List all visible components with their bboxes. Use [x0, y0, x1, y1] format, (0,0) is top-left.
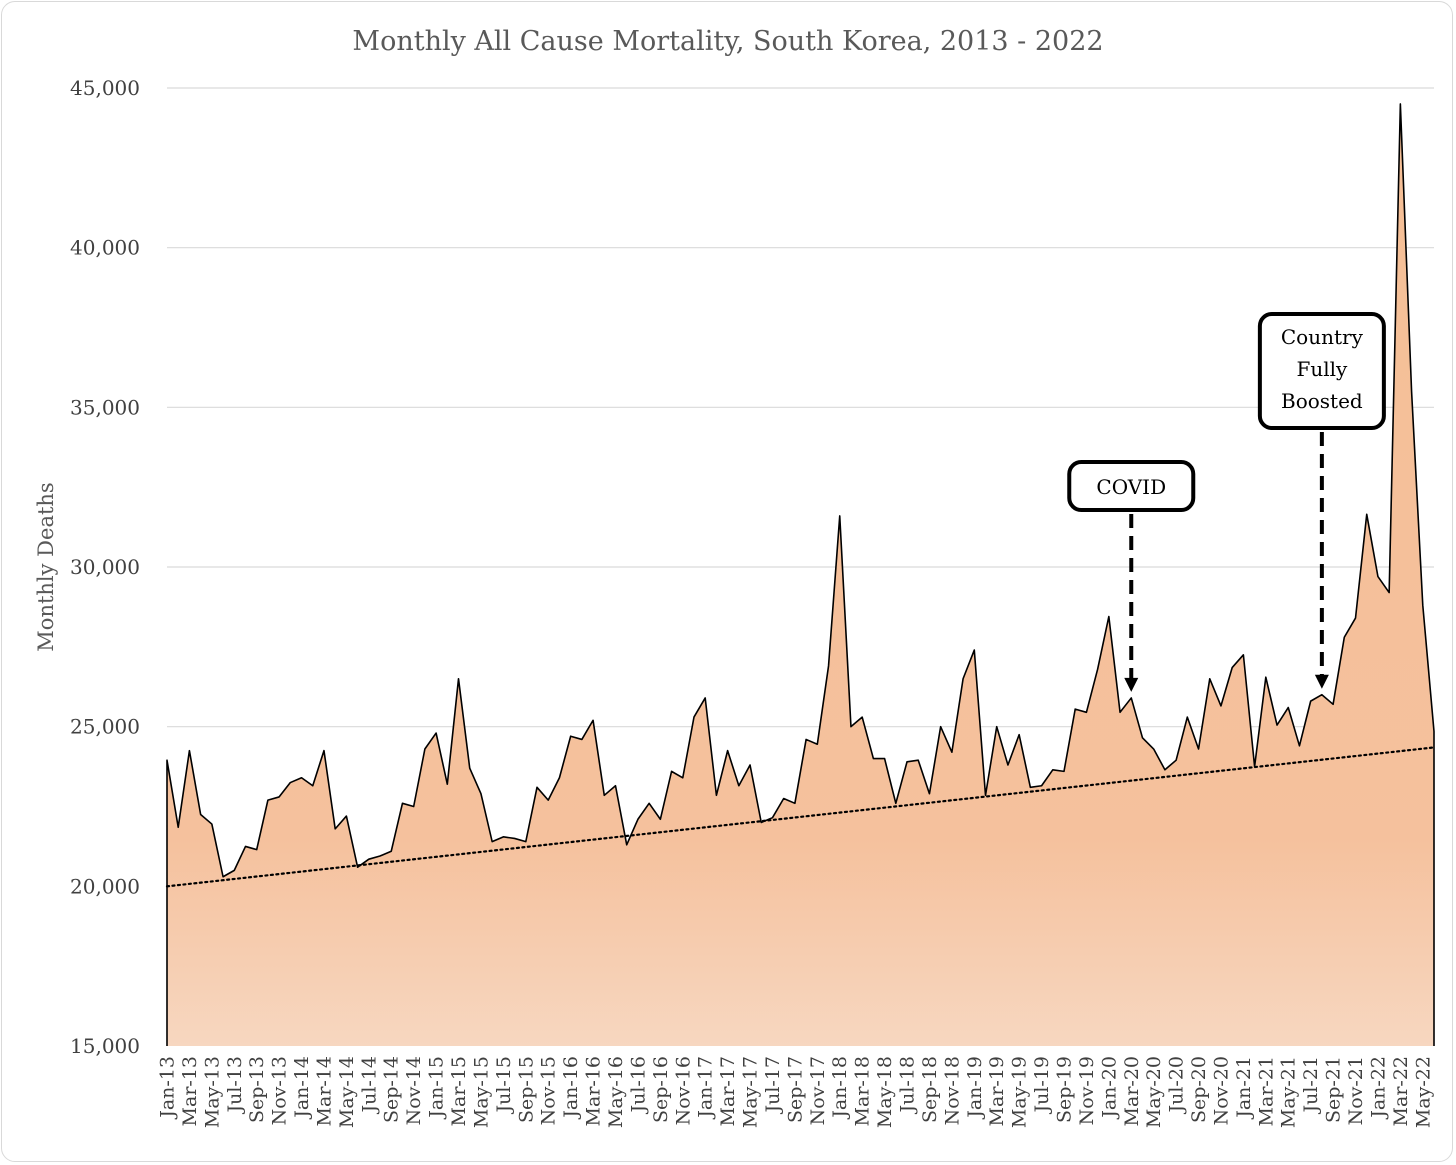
- x-tick-label: May-20: [1143, 1056, 1165, 1128]
- x-tick-label: May-13: [201, 1056, 223, 1128]
- annotation-text: Boosted: [1281, 389, 1363, 413]
- x-tick-label: May-17: [740, 1056, 762, 1128]
- x-tick-label: Jan-20: [1098, 1056, 1120, 1120]
- x-tick-label: Sep-21: [1323, 1056, 1345, 1123]
- series-line: [166, 103, 1435, 1046]
- annotation-text: Country: [1281, 325, 1364, 349]
- x-tick-label: Jan-19: [964, 1056, 986, 1120]
- x-tick-label: Jul-20: [1166, 1056, 1188, 1115]
- x-tick-label: Mar-14: [313, 1056, 335, 1126]
- y-tick-labels: 15,000 20,000 25,000 30,000 35,000 40,000 45,0…: [70, 76, 140, 1058]
- x-tick-label: Jul-14: [358, 1056, 380, 1115]
- annotation-arrow-head: [1124, 677, 1139, 692]
- x-tick-label: Jan-16: [560, 1056, 582, 1120]
- x-tick-label: Jan-18: [829, 1056, 851, 1120]
- x-tick-label: Jan-22: [1367, 1056, 1389, 1120]
- annotation-1: COVID: [1067, 460, 1196, 692]
- x-tick-label: Jan-17: [695, 1056, 717, 1120]
- x-tick-label: Jan-13: [157, 1056, 179, 1120]
- x-tick-label: Mar-13: [179, 1056, 201, 1126]
- x-tick-label: Sep-16: [650, 1056, 672, 1123]
- y-tick-label: 40,000: [70, 236, 140, 260]
- x-tick-label: Jul-16: [627, 1056, 649, 1115]
- x-tick-label: Nov-14: [403, 1056, 425, 1125]
- x-tick-label: May-16: [605, 1056, 627, 1128]
- x-tick-label: Nov-15: [538, 1056, 560, 1125]
- annotation-arrow-head: [1314, 674, 1329, 689]
- annotation-text: COVID: [1096, 475, 1166, 499]
- x-tick-label: Sep-19: [1053, 1056, 1075, 1123]
- x-tick-label: Mar-21: [1255, 1056, 1277, 1126]
- annotation-box: [1067, 460, 1196, 512]
- x-tick-label: Nov-13: [269, 1056, 291, 1125]
- area-fill: [167, 103, 1434, 1047]
- x-tick-label: Mar-20: [1121, 1056, 1143, 1126]
- y-axis-label: Monthly Deaths: [34, 482, 58, 651]
- x-tick-label: Sep-15: [515, 1056, 537, 1123]
- x-tick-label: Jul-15: [493, 1056, 515, 1115]
- x-tick-label: Mar-15: [448, 1056, 470, 1126]
- annotation-text: Fully: [1296, 357, 1348, 381]
- x-tick-label: May-18: [874, 1056, 896, 1128]
- trendline-line: [165, 746, 1436, 888]
- y-tick-label: 20,000: [70, 874, 140, 898]
- x-tick-label: Jul-17: [762, 1056, 784, 1115]
- y-tick-label: 35,000: [70, 395, 140, 419]
- x-tick-label: Jul-13: [224, 1056, 246, 1115]
- x-tick-label: May-19: [1009, 1056, 1031, 1128]
- x-tick-label: Jan-15: [426, 1056, 448, 1120]
- x-tick-label: Jan-21: [1233, 1056, 1255, 1120]
- x-tick-label: Jul-19: [1031, 1056, 1053, 1115]
- x-tick-label: Nov-17: [807, 1056, 829, 1125]
- area-series: [166, 103, 1435, 1047]
- annotations: COVID Country Fully Boosted: [1067, 312, 1386, 692]
- x-tick-labels: Jan-13 Mar-13 May-13 Jul-13 Sep-13 Nov-13 Jan-…: [157, 1056, 1435, 1128]
- x-tick-label: Sep-17: [784, 1056, 806, 1123]
- x-tick-label: May-22: [1412, 1056, 1434, 1128]
- x-tick-label: Jul-21: [1300, 1056, 1322, 1115]
- x-tick-label: Nov-18: [941, 1056, 963, 1125]
- x-tick-label: Nov-21: [1345, 1056, 1367, 1125]
- x-tick-label: Sep-13: [246, 1056, 268, 1123]
- x-tick-label: Jan-14: [291, 1056, 313, 1120]
- x-tick-label: May-14: [336, 1056, 358, 1128]
- x-tick-label: May-15: [470, 1056, 492, 1128]
- y-tick-label: 30,000: [70, 555, 140, 579]
- x-tick-label: Sep-18: [919, 1056, 941, 1123]
- x-tick-label: May-21: [1278, 1056, 1300, 1128]
- x-tick-label: Sep-14: [381, 1056, 403, 1123]
- x-tick-label: Jul-18: [897, 1056, 919, 1115]
- x-tick-label: Nov-16: [672, 1056, 694, 1125]
- x-tick-label: Sep-20: [1188, 1056, 1210, 1123]
- y-tick-label: 45,000: [70, 76, 140, 100]
- x-tick-label: Mar-16: [583, 1056, 605, 1126]
- chart-title: Monthly All Cause Mortality, South Korea…: [352, 26, 1103, 57]
- x-tick-label: Mar-22: [1390, 1056, 1412, 1126]
- x-tick-label: Mar-17: [717, 1056, 739, 1126]
- trendline: [165, 746, 1436, 888]
- annotation-box: [1257, 312, 1386, 430]
- x-tick-label: Mar-18: [852, 1056, 874, 1126]
- x-tick-label: Nov-20: [1210, 1056, 1232, 1125]
- y-tick-label: 15,000: [70, 1034, 140, 1058]
- y-tick-label: 25,000: [70, 715, 140, 739]
- x-tick-label: Nov-19: [1076, 1056, 1098, 1125]
- annotation-2: Country Fully Boosted: [1257, 312, 1386, 689]
- x-tick-label: Mar-19: [986, 1056, 1008, 1126]
